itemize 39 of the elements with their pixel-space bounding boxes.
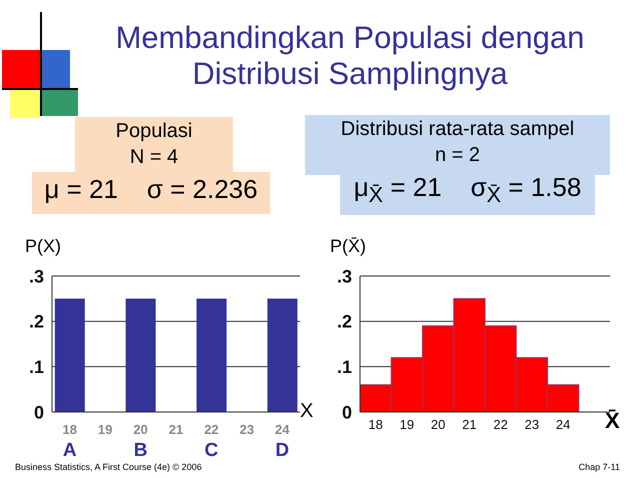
text: A xyxy=(62,440,77,461)
text: C xyxy=(204,440,219,461)
text: μ$_{X̄}$ = 21 σ$_{X̄}$ = 1.58 xyxy=(352,172,582,208)
y-axis-title: P(X̄) xyxy=(330,236,366,257)
x-tick-label: 18 xyxy=(368,417,383,432)
chart-title: Membandingkan Populasi dengan Distribusi Samplingnya xyxy=(114,20,586,92)
y-tick-label: 0 xyxy=(342,402,352,422)
x-tick-label: 22 xyxy=(204,422,219,437)
x-tick-label: 21 xyxy=(168,422,184,437)
text: Populasi xyxy=(114,120,194,143)
x-tick-label: 23 xyxy=(240,422,254,437)
y-axis-title: P(X) xyxy=(25,236,61,257)
x-tick-label: 18 xyxy=(62,422,77,437)
text: Business Statistics, A First Course (4e) © 2006 xyxy=(15,462,202,472)
text: N = 4 xyxy=(128,146,180,169)
text: B xyxy=(134,440,148,461)
y-tick-label: .3 xyxy=(28,266,44,286)
text: μ = 21 σ = 2.236 xyxy=(43,174,259,205)
x-axis-title: X xyxy=(300,400,314,423)
chart-title: Distribusi rata-rata sampel xyxy=(340,118,576,141)
y-tick-label: .2 xyxy=(336,312,352,332)
y-tick-label: .3 xyxy=(336,266,352,286)
x-tick-label: 20 xyxy=(430,417,446,432)
x-tick-label: 19 xyxy=(400,417,414,432)
x-tick-label: 20 xyxy=(133,422,148,437)
x-axis-title: X̄ xyxy=(605,408,620,434)
x-tick-label: 24 xyxy=(556,417,570,432)
x-tick-label: 19 xyxy=(98,422,112,437)
chart-subtitle: n = 2 xyxy=(434,144,482,167)
y-tick-label: .1 xyxy=(28,357,44,378)
text: Chap 7-11 xyxy=(578,462,620,472)
y-tick-label: .2 xyxy=(28,312,44,332)
x-tick-label: 21 xyxy=(462,417,477,432)
text: D xyxy=(275,440,290,461)
y-tick-label: .1 xyxy=(336,357,352,378)
x-tick-label: 22 xyxy=(493,417,508,432)
y-tick-label: 0 xyxy=(34,402,44,422)
x-tick-label: 23 xyxy=(524,417,540,432)
x-tick-label: 24 xyxy=(275,422,290,437)
